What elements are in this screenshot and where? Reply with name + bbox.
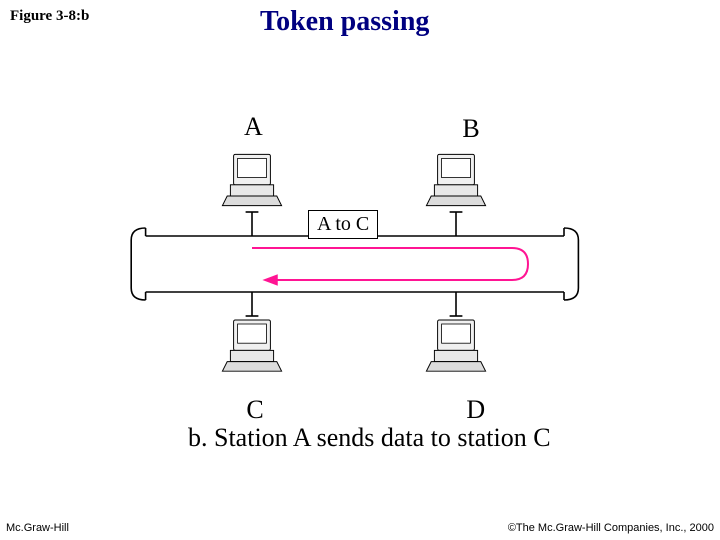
figure-label: Figure 3-8:b	[10, 8, 89, 25]
footer-right: ©The Mc.Graw-Hill Companies, Inc., 2000	[508, 522, 714, 534]
station-label-a: A	[244, 112, 263, 142]
station-label-c: C	[246, 395, 263, 425]
packet-label-box: A to C	[308, 210, 378, 239]
packet-label: A to C	[317, 213, 369, 235]
station-label-b: B	[462, 114, 479, 144]
page-title: Token passing	[260, 6, 429, 38]
footer-left: Mc.Graw-Hill	[6, 522, 69, 534]
caption: b. Station A sends data to station C	[188, 423, 551, 453]
station-label-d: D	[466, 395, 485, 425]
diagram-svg	[80, 60, 640, 460]
diagram-container: A to C A B C D b. Station A sends data t…	[80, 60, 640, 460]
